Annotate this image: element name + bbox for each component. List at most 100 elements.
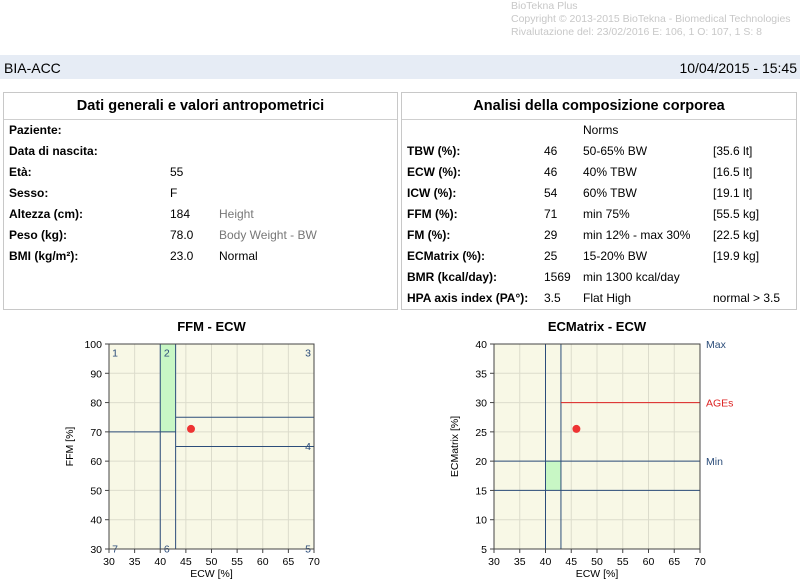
- y-tick-label: 15: [475, 485, 487, 497]
- ecmatrix-value: 25: [544, 249, 558, 263]
- ecmatrix-label: ECMatrix (%):: [407, 249, 486, 263]
- x-tick-label: 35: [129, 556, 141, 568]
- x-tick-label: 50: [206, 556, 218, 568]
- fm-norm: min 12% - max 30%: [583, 228, 691, 242]
- zone-label-4: 4: [305, 441, 311, 453]
- bmi-label: BMI (kg/m²):: [9, 249, 79, 263]
- zone-label-2: 2: [164, 347, 170, 359]
- zone-label-6: 6: [164, 544, 170, 556]
- bmi-note: Normal: [219, 249, 258, 263]
- hpa-extra: normal > 3.5: [713, 291, 781, 305]
- y-tick-label: 60: [90, 456, 102, 468]
- tbw-value: 46: [544, 144, 558, 158]
- zone-label-5: 5: [305, 544, 311, 556]
- composition-panel-title: Analisi della composizione corporea: [402, 93, 796, 120]
- ecw-extra: [16.5 lt]: [713, 165, 753, 179]
- x-tick-label: 60: [257, 556, 269, 568]
- y-tick-label: 35: [475, 368, 487, 380]
- y-tick-label: 40: [475, 339, 487, 351]
- tbw-norm: 50-65% BW: [583, 144, 648, 158]
- hpa-norm: Flat High: [583, 291, 632, 305]
- x-axis-label: ECW [%]: [190, 568, 233, 580]
- birthdate-label: Data di nascita:: [9, 144, 98, 158]
- x-tick-label: 65: [283, 556, 295, 568]
- height-note: Height: [219, 207, 254, 221]
- icw-label: ICW (%):: [407, 186, 457, 200]
- height-value: 184: [170, 207, 191, 221]
- x-axis-label: ECW [%]: [576, 568, 619, 580]
- bmr-value: 1569: [544, 270, 571, 284]
- evaluation-text: Rivalutazione del: 23/02/2016 E: 106, 1 …: [511, 26, 763, 38]
- weight-label: Peso (kg):: [9, 228, 68, 242]
- product-info: BioTekna Plus Copyright © 2013-2015 BioT…: [511, 0, 800, 39]
- ecmatrix-ecw-chart: ECMatrix - ECW Max AGEs Min 30 35 40 45 50 55 60 65…: [449, 319, 733, 580]
- product-name: BioTekna Plus: [511, 0, 578, 12]
- x-tick-label: 40: [154, 556, 166, 568]
- x-tick-label: 35: [514, 556, 526, 568]
- ecw-norm: 40% TBW: [583, 165, 637, 179]
- icw-norm: 60% TBW: [583, 186, 637, 200]
- y-tick-label: 30: [475, 398, 487, 410]
- general-data-panel: Dati generali e valori antropometrici Pa…: [3, 92, 398, 310]
- bmr-label: BMR (kcal/day):: [407, 270, 498, 284]
- y-tick-label: 40: [90, 515, 102, 527]
- x-tick-label: 45: [565, 556, 577, 568]
- ffm-label: FFM (%):: [407, 207, 458, 221]
- y-tick-label: 30: [90, 544, 102, 556]
- fm-value: 29: [544, 228, 558, 242]
- fm-extra: [22.5 kg]: [713, 228, 760, 242]
- y-tick-label: 10: [475, 515, 487, 527]
- data-point: [572, 424, 581, 433]
- ffm-extra: [55.5 kg]: [713, 207, 760, 221]
- ecw-label: ECW (%):: [407, 165, 461, 179]
- patient-label: Paziente:: [9, 123, 62, 137]
- bmr-norm: min 1300 kcal/day: [583, 270, 680, 284]
- y-tick-label: 80: [90, 398, 102, 410]
- height-label: Altezza (cm):: [9, 207, 84, 221]
- reference-label-ages: AGEs: [706, 398, 733, 410]
- hpa-label: HPA axis index (PA°):: [407, 291, 529, 305]
- ffm-value: 71: [544, 207, 558, 221]
- y-axis-label: FFM [%]: [64, 427, 76, 467]
- hpa-value: 3.5: [544, 291, 561, 305]
- x-tick-label: 50: [591, 556, 603, 568]
- bmi-value: 23.0: [170, 249, 194, 263]
- copyright-text: Copyright © 2013-2015 BioTekna - Biomedi…: [511, 13, 791, 25]
- general-panel-title: Dati generali e valori antropometrici: [4, 93, 397, 120]
- icw-extra: [19.1 lt]: [713, 186, 753, 200]
- x-tick-label: 55: [617, 556, 629, 568]
- age-value: 55: [170, 165, 184, 179]
- fm-label: FM (%):: [407, 228, 451, 242]
- report-title-bar: BIA-ACC 10/04/2015 - 15:45: [0, 55, 800, 79]
- y-tick-label: 5: [481, 544, 487, 556]
- weight-value: 78.0: [170, 228, 194, 242]
- x-tick-label: 70: [308, 556, 320, 568]
- report-datetime: 10/04/2015 - 15:45: [679, 60, 797, 76]
- x-tick-label: 70: [694, 556, 706, 568]
- normal-zone: [545, 461, 561, 491]
- y-tick-label: 90: [90, 368, 102, 380]
- data-point: [187, 424, 195, 433]
- sex-value: F: [170, 186, 178, 200]
- ffm-norm: min 75%: [583, 207, 630, 221]
- age-label: Età:: [9, 165, 32, 179]
- ecmatrix-extra: [19.9 kg]: [713, 249, 760, 263]
- zone-label-1: 1: [112, 347, 118, 359]
- chart-title: FFM - ECW: [177, 319, 246, 334]
- x-tick-label: 60: [643, 556, 655, 568]
- y-tick-label: 70: [90, 427, 102, 439]
- y-tick-label: 25: [475, 427, 487, 439]
- sex-label: Sesso:: [9, 186, 49, 200]
- chart-title: ECMatrix - ECW: [548, 319, 647, 334]
- zone-label-3: 3: [305, 347, 311, 359]
- y-axis-label: ECMatrix [%]: [449, 416, 461, 477]
- ecw-value: 46: [544, 165, 558, 179]
- norms-header: Norms: [583, 123, 619, 137]
- tbw-label: TBW (%):: [407, 144, 461, 158]
- y-tick-label: 100: [84, 339, 102, 351]
- x-tick-label: 65: [668, 556, 680, 568]
- tbw-extra: [35.6 lt]: [713, 144, 753, 158]
- composition-panel: Analisi della composizione corporea Norm…: [401, 92, 797, 310]
- x-tick-label: 55: [231, 556, 243, 568]
